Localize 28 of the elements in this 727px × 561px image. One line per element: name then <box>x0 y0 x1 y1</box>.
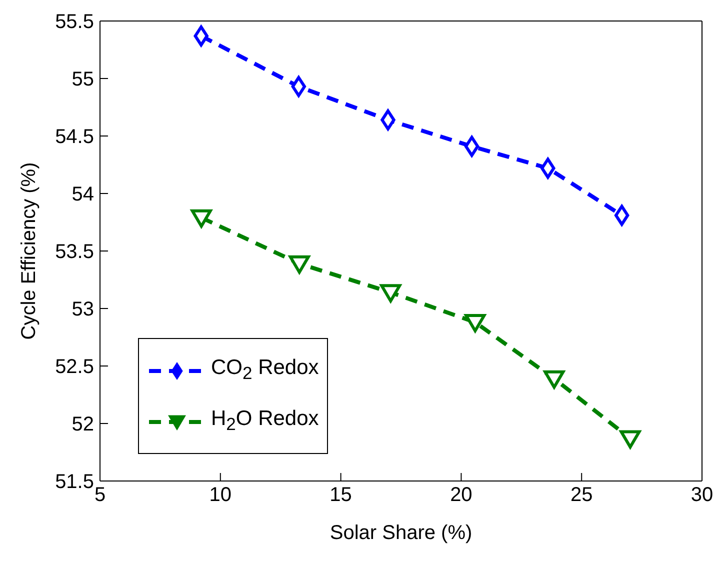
x-tick-label: 5 <box>94 484 106 506</box>
point <box>614 204 630 226</box>
point <box>288 255 310 274</box>
y-tick-label: 53 <box>72 298 94 321</box>
y-tick-label: 52 <box>72 414 94 436</box>
point <box>291 76 306 98</box>
y-tick-label: 55.5 <box>55 11 94 34</box>
point <box>190 209 212 228</box>
y-tick-label: 52.5 <box>55 356 94 378</box>
point <box>620 430 641 448</box>
x-tick-label: 20 <box>450 484 472 506</box>
x-tick-label: 25 <box>570 484 593 506</box>
y-tick-label: 53.5 <box>55 241 94 264</box>
point <box>464 314 486 332</box>
point <box>544 370 565 389</box>
point <box>464 136 480 157</box>
point <box>380 284 402 302</box>
y-axis-title: Cycle Efficiency (%) <box>18 162 40 340</box>
y-tick-label: 54 <box>72 184 94 206</box>
legend-label: CO$_{2}$ Redox <box>211 356 319 384</box>
legend-label: H$_{2}$O Redox <box>211 407 319 434</box>
x-tick-label: 15 <box>330 484 352 506</box>
y-tick-label: 55 <box>72 68 94 91</box>
x-axis-title: Solar Share (%) <box>330 522 472 544</box>
y-tick-label: 54.5 <box>55 126 94 148</box>
x-tick-label: 10 <box>209 484 232 506</box>
y-tick-label: 51.5 <box>55 471 94 494</box>
x-tick-label: 30 <box>690 484 714 506</box>
